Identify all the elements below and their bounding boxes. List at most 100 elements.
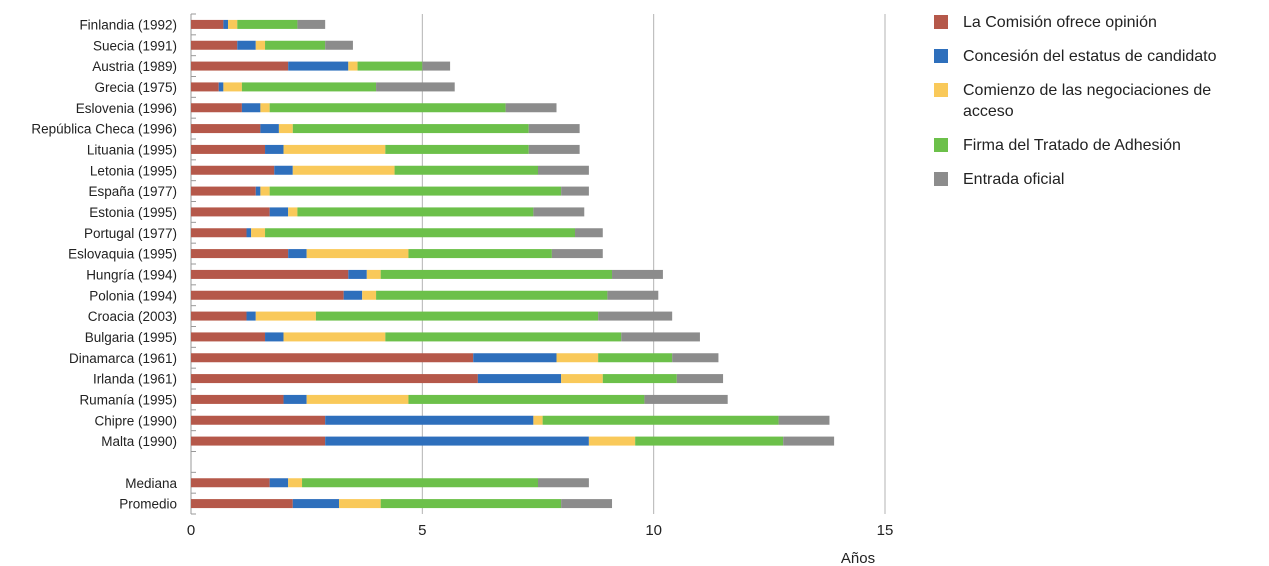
bar-segment (376, 82, 455, 92)
bar-segment (325, 436, 589, 446)
bar-segment (598, 353, 673, 363)
bar-segment (561, 186, 589, 196)
bar-segment (366, 269, 381, 279)
bar-segment (473, 353, 557, 363)
category-labels: Finlandia (1992) Suecia (1991) Austria (19… (31, 17, 177, 511)
bar-segment (505, 103, 557, 113)
bar-segment (260, 103, 270, 113)
legend-item: Entrada oficial (934, 169, 1264, 190)
bar-segment (551, 249, 603, 259)
bar-segment (191, 290, 344, 300)
bar-segment (191, 103, 242, 113)
bar-segment (602, 374, 677, 384)
bar-segment (191, 374, 478, 384)
legend-swatch (934, 15, 948, 29)
x-tick-label: 15 (877, 522, 894, 539)
bar-segment (588, 436, 636, 446)
bar-segment (191, 353, 474, 363)
bar-segment (255, 186, 261, 196)
category-label: Bulgaria (1995) (85, 330, 177, 345)
bar-segment (265, 332, 284, 342)
bar-segment (191, 311, 247, 321)
bar-segment (561, 374, 603, 384)
bar-segment (607, 290, 659, 300)
category-label: Suecia (1991) (93, 38, 177, 53)
bar-segment (223, 19, 229, 29)
bar-segment (191, 82, 219, 92)
bar-segment (325, 415, 534, 425)
bar-segment (348, 269, 367, 279)
bar-segment (598, 311, 673, 321)
bar-segment (274, 165, 293, 175)
bar-segment (362, 290, 377, 300)
bar-segment (644, 394, 728, 404)
bar-segment (385, 332, 622, 342)
bar-segment (265, 144, 284, 154)
bar-segment (288, 249, 307, 259)
legend-label: Entrada oficial (963, 171, 1065, 188)
bar-segment (538, 165, 589, 175)
bar-segment (292, 165, 395, 175)
bar-segment (561, 499, 613, 509)
bar-segment (538, 478, 589, 488)
bar-segment (612, 269, 663, 279)
bar-segment (306, 394, 409, 404)
category-label: Portugal (1977) (84, 226, 177, 241)
x-tick-label: 10 (645, 522, 662, 539)
bar-segment (191, 40, 238, 50)
legend-item: Comienzo de las negociaciones de acceso (934, 80, 1264, 122)
category-label: Promedio (119, 497, 177, 512)
bar-segment (191, 228, 247, 238)
bar-segment (315, 311, 599, 321)
bar-segment (556, 353, 599, 363)
legend-item: Concesión del estatus de candidato (934, 46, 1264, 67)
bar-segment (191, 478, 270, 488)
bar-segment (191, 415, 326, 425)
bar-segment (542, 415, 779, 425)
bar-segment (278, 124, 293, 134)
bar-segment (288, 61, 349, 71)
bars (191, 19, 835, 509)
bar-segment (422, 61, 451, 71)
category-label: Austria (1989) (92, 59, 177, 74)
x-tick-label: 5 (418, 522, 426, 539)
category-label: Finlandia (1992) (79, 17, 177, 32)
bar-segment (408, 249, 552, 259)
chart: Finlandia (1992) Suecia (1991) Austria (19… (31, 13, 894, 566)
x-tick-labels: 0 5 10 15 (187, 522, 894, 539)
bar-segment (283, 394, 307, 404)
bar-segment (528, 144, 580, 154)
category-label: Letonia (1995) (90, 163, 177, 178)
legend-swatch (934, 172, 948, 186)
bar-segment (255, 311, 316, 321)
x-axis-label: Años (841, 550, 875, 566)
bar-segment (283, 332, 386, 342)
bar-segment (343, 290, 363, 300)
bar-segment (218, 82, 224, 92)
bar-segment (191, 207, 270, 217)
bar-segment (376, 290, 608, 300)
bar-segment (575, 228, 603, 238)
bar-segment (191, 61, 289, 71)
bar-segment (676, 374, 724, 384)
bar-segment (292, 499, 340, 509)
bar-segment (292, 124, 529, 134)
bar-segment (260, 186, 270, 196)
category-label: Malta (1990) (101, 434, 177, 449)
bar-segment (283, 144, 386, 154)
bar-segment (477, 374, 562, 384)
bar-segment (297, 207, 534, 217)
bar-segment (325, 40, 353, 50)
bar-segment (394, 165, 538, 175)
bar-segment (251, 228, 266, 238)
category-label: República Checa (1996) (31, 122, 177, 137)
bar-segment (357, 61, 423, 71)
category-label: Irlanda (1961) (93, 372, 177, 387)
bar-segment (528, 124, 580, 134)
legend-label: Concesión del estatus de candidato (963, 48, 1217, 65)
legend-item: Firma del Tratado de Adhesión (934, 135, 1264, 156)
bar-segment (269, 478, 289, 488)
bar-segment (191, 394, 284, 404)
category-label: Eslovaquia (1995) (68, 247, 177, 262)
legend-label: La Comisión ofrece opinión (963, 14, 1157, 31)
